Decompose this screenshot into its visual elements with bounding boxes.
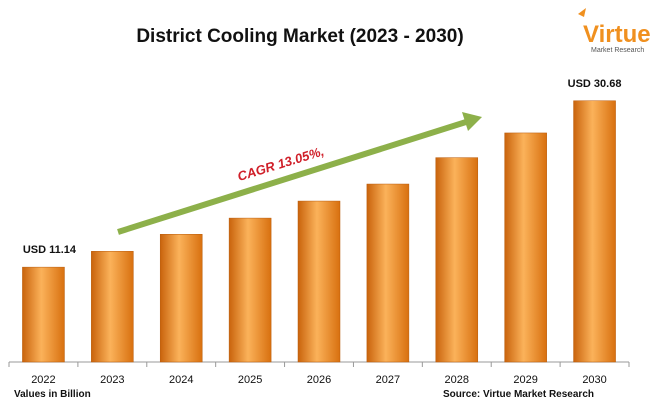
x-tick-label: 2026 <box>307 374 331 386</box>
bar <box>91 251 134 363</box>
logo-name: Virtue <box>583 21 651 48</box>
x-tick-label: 2023 <box>100 374 124 386</box>
unit-note: Values in Billion <box>14 389 91 400</box>
x-tick-label: 2027 <box>376 374 400 386</box>
logo: Virtue Market Research <box>578 8 651 54</box>
x-tick-label: 2029 <box>513 374 537 386</box>
bar <box>504 132 547 363</box>
value-label: USD 11.14 <box>23 244 77 256</box>
x-tick-label: 2028 <box>445 374 469 386</box>
x-tick-label: 2025 <box>238 374 262 386</box>
bars <box>22 100 616 363</box>
bar <box>22 266 65 363</box>
arrow-shaft <box>117 119 467 235</box>
source: Source: Virtue Market Research <box>443 389 594 400</box>
arrow-head <box>462 112 482 131</box>
cagr-arrow <box>117 112 482 235</box>
logo-leaf <box>578 8 586 17</box>
bar <box>228 217 272 363</box>
x-tick-label: 2022 <box>31 374 55 386</box>
bar <box>573 100 616 363</box>
bar <box>297 200 341 363</box>
chart-title: District Cooling Market (2023 - 2030) <box>136 26 463 47</box>
bar <box>435 157 479 363</box>
value-label: USD 30.68 <box>568 78 622 90</box>
x-tick-label: 2024 <box>169 374 193 386</box>
x-tick-label: 2030 <box>582 374 606 386</box>
logo-tagline: Market Research <box>591 47 644 54</box>
bar <box>159 234 203 363</box>
bar <box>366 183 410 363</box>
